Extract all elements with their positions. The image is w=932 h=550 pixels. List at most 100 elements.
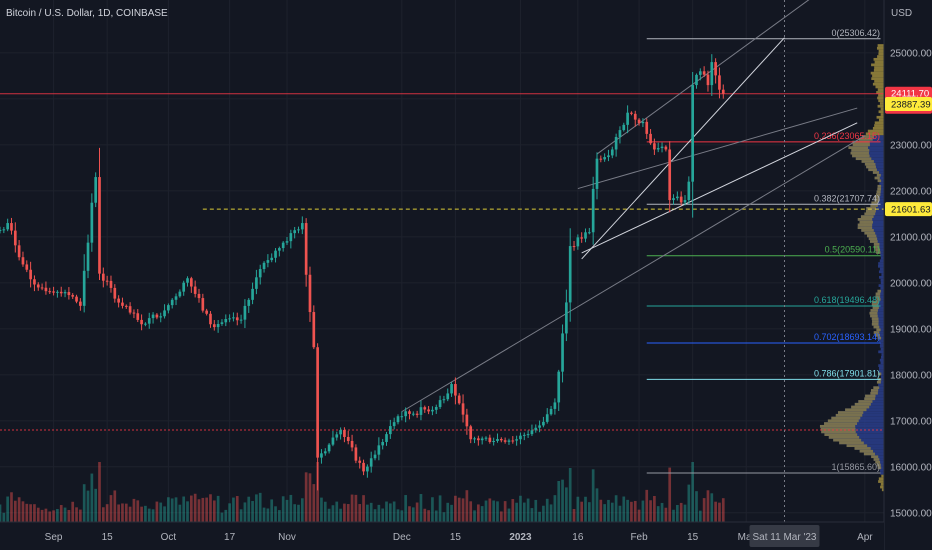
fib-level-label: 0.702(18693.14) xyxy=(814,332,880,342)
volume-profile-bar-overlay xyxy=(854,447,871,450)
volume-bar xyxy=(477,504,480,522)
volume-profile-bar xyxy=(865,132,884,136)
time-tick-label: 16 xyxy=(572,532,584,543)
candle-body xyxy=(396,416,400,423)
volume-bar xyxy=(419,494,423,522)
volume-bar xyxy=(618,505,622,522)
volume-bar xyxy=(285,499,289,522)
candle-body xyxy=(258,269,262,278)
volume-profile-bar-overlay xyxy=(861,135,875,138)
candle-body xyxy=(251,288,254,300)
candle-body xyxy=(710,62,714,86)
candle-body xyxy=(499,439,503,441)
candle-body xyxy=(385,434,388,442)
volume-profile-bar-overlay xyxy=(835,413,863,417)
price-tick-label: 21000.00 xyxy=(890,232,932,243)
volume-profile-bar xyxy=(878,364,884,368)
volume-bar xyxy=(511,499,515,522)
volume-profile-bar xyxy=(881,488,884,492)
volume-bar xyxy=(702,498,706,522)
candle-body xyxy=(565,302,568,334)
volume-profile-bar-overlay xyxy=(854,402,871,406)
volume-bar xyxy=(300,498,304,522)
candle-body xyxy=(653,143,656,150)
volume-profile-bar xyxy=(874,80,884,83)
volume-bar xyxy=(170,498,174,522)
candle-body xyxy=(549,408,553,415)
volume-bar xyxy=(56,508,59,522)
candle-body xyxy=(477,438,480,441)
volume-profile-bar xyxy=(880,361,884,365)
volume-profile-bar-overlay xyxy=(851,149,870,152)
volume-bar xyxy=(105,504,109,522)
volume-bar xyxy=(610,502,614,522)
candle-body xyxy=(266,260,270,263)
volume-bar xyxy=(151,509,155,522)
volume-profile-bar xyxy=(878,339,884,343)
volume-bar xyxy=(339,508,342,522)
volume-bar xyxy=(457,497,461,522)
volume-profile-bar-overlay xyxy=(852,154,870,158)
level-price-tag xyxy=(885,202,932,217)
volume-profile-bar-overlay xyxy=(872,320,879,323)
volume-bar xyxy=(496,501,499,522)
candle-body xyxy=(473,438,476,440)
price-tick-label: 15000.00 xyxy=(890,508,932,519)
volume-bar xyxy=(98,462,101,522)
candle-body xyxy=(209,313,212,325)
volume-bar xyxy=(530,508,534,522)
candle-body xyxy=(350,440,354,448)
price-axis: USD 15000.00 16000.00 17000.00 18000.00 19000… xyxy=(883,0,932,550)
candle-body xyxy=(584,232,587,239)
currency-label: USD xyxy=(891,8,912,19)
volume-profile-bar xyxy=(880,482,884,486)
candle-body xyxy=(626,112,629,125)
candle-body xyxy=(174,296,178,300)
volume-bar xyxy=(431,497,434,522)
volume-bar xyxy=(193,493,197,522)
fib-level-label: 0.236(23065.15) xyxy=(814,131,880,141)
volume-profile-bar-overlay xyxy=(858,400,873,403)
volume-profile-bar xyxy=(878,264,884,268)
time-tick-label: 15 xyxy=(450,532,462,543)
volume-bar xyxy=(710,493,714,522)
volume-profile-bar xyxy=(871,77,884,81)
candle-body xyxy=(645,121,649,134)
candle-body xyxy=(492,441,496,443)
volume-bar xyxy=(369,502,373,522)
volume-profile-bar xyxy=(879,102,884,105)
candle-body xyxy=(488,437,492,442)
volume-profile-bar-overlay xyxy=(871,300,879,304)
volume-bar xyxy=(297,504,300,522)
candle-body xyxy=(373,454,377,459)
candle-body xyxy=(21,257,25,265)
volume-bar xyxy=(197,499,201,522)
time-tick-label: Feb xyxy=(630,532,648,543)
candle-body xyxy=(630,112,633,114)
candle-body xyxy=(320,453,323,458)
volume-bar xyxy=(415,502,419,522)
volume-bar xyxy=(228,503,231,522)
volume-bar xyxy=(71,501,75,522)
candle-body xyxy=(507,440,511,442)
volume-profile-bar xyxy=(878,99,884,103)
trend-line xyxy=(577,107,858,190)
volume-profile-bar-overlay xyxy=(820,427,856,431)
volume-bar xyxy=(243,502,247,522)
volume-profile-bar-overlay xyxy=(875,295,881,299)
volume-profile-bar xyxy=(881,273,884,276)
volume-bar xyxy=(274,506,277,522)
candle-body xyxy=(63,292,67,294)
candle-body xyxy=(668,149,672,201)
volume-bar xyxy=(86,490,90,522)
volume-profile-bar xyxy=(877,104,884,108)
trend-line xyxy=(581,37,785,260)
candle-body xyxy=(545,414,549,422)
volume-bar xyxy=(545,498,549,522)
candle-body xyxy=(178,291,182,297)
volume-bar xyxy=(469,501,473,522)
volume-profile-bar xyxy=(881,353,884,356)
volume-profile-bar-overlay xyxy=(876,190,881,194)
volume-profile-bar xyxy=(879,275,884,279)
